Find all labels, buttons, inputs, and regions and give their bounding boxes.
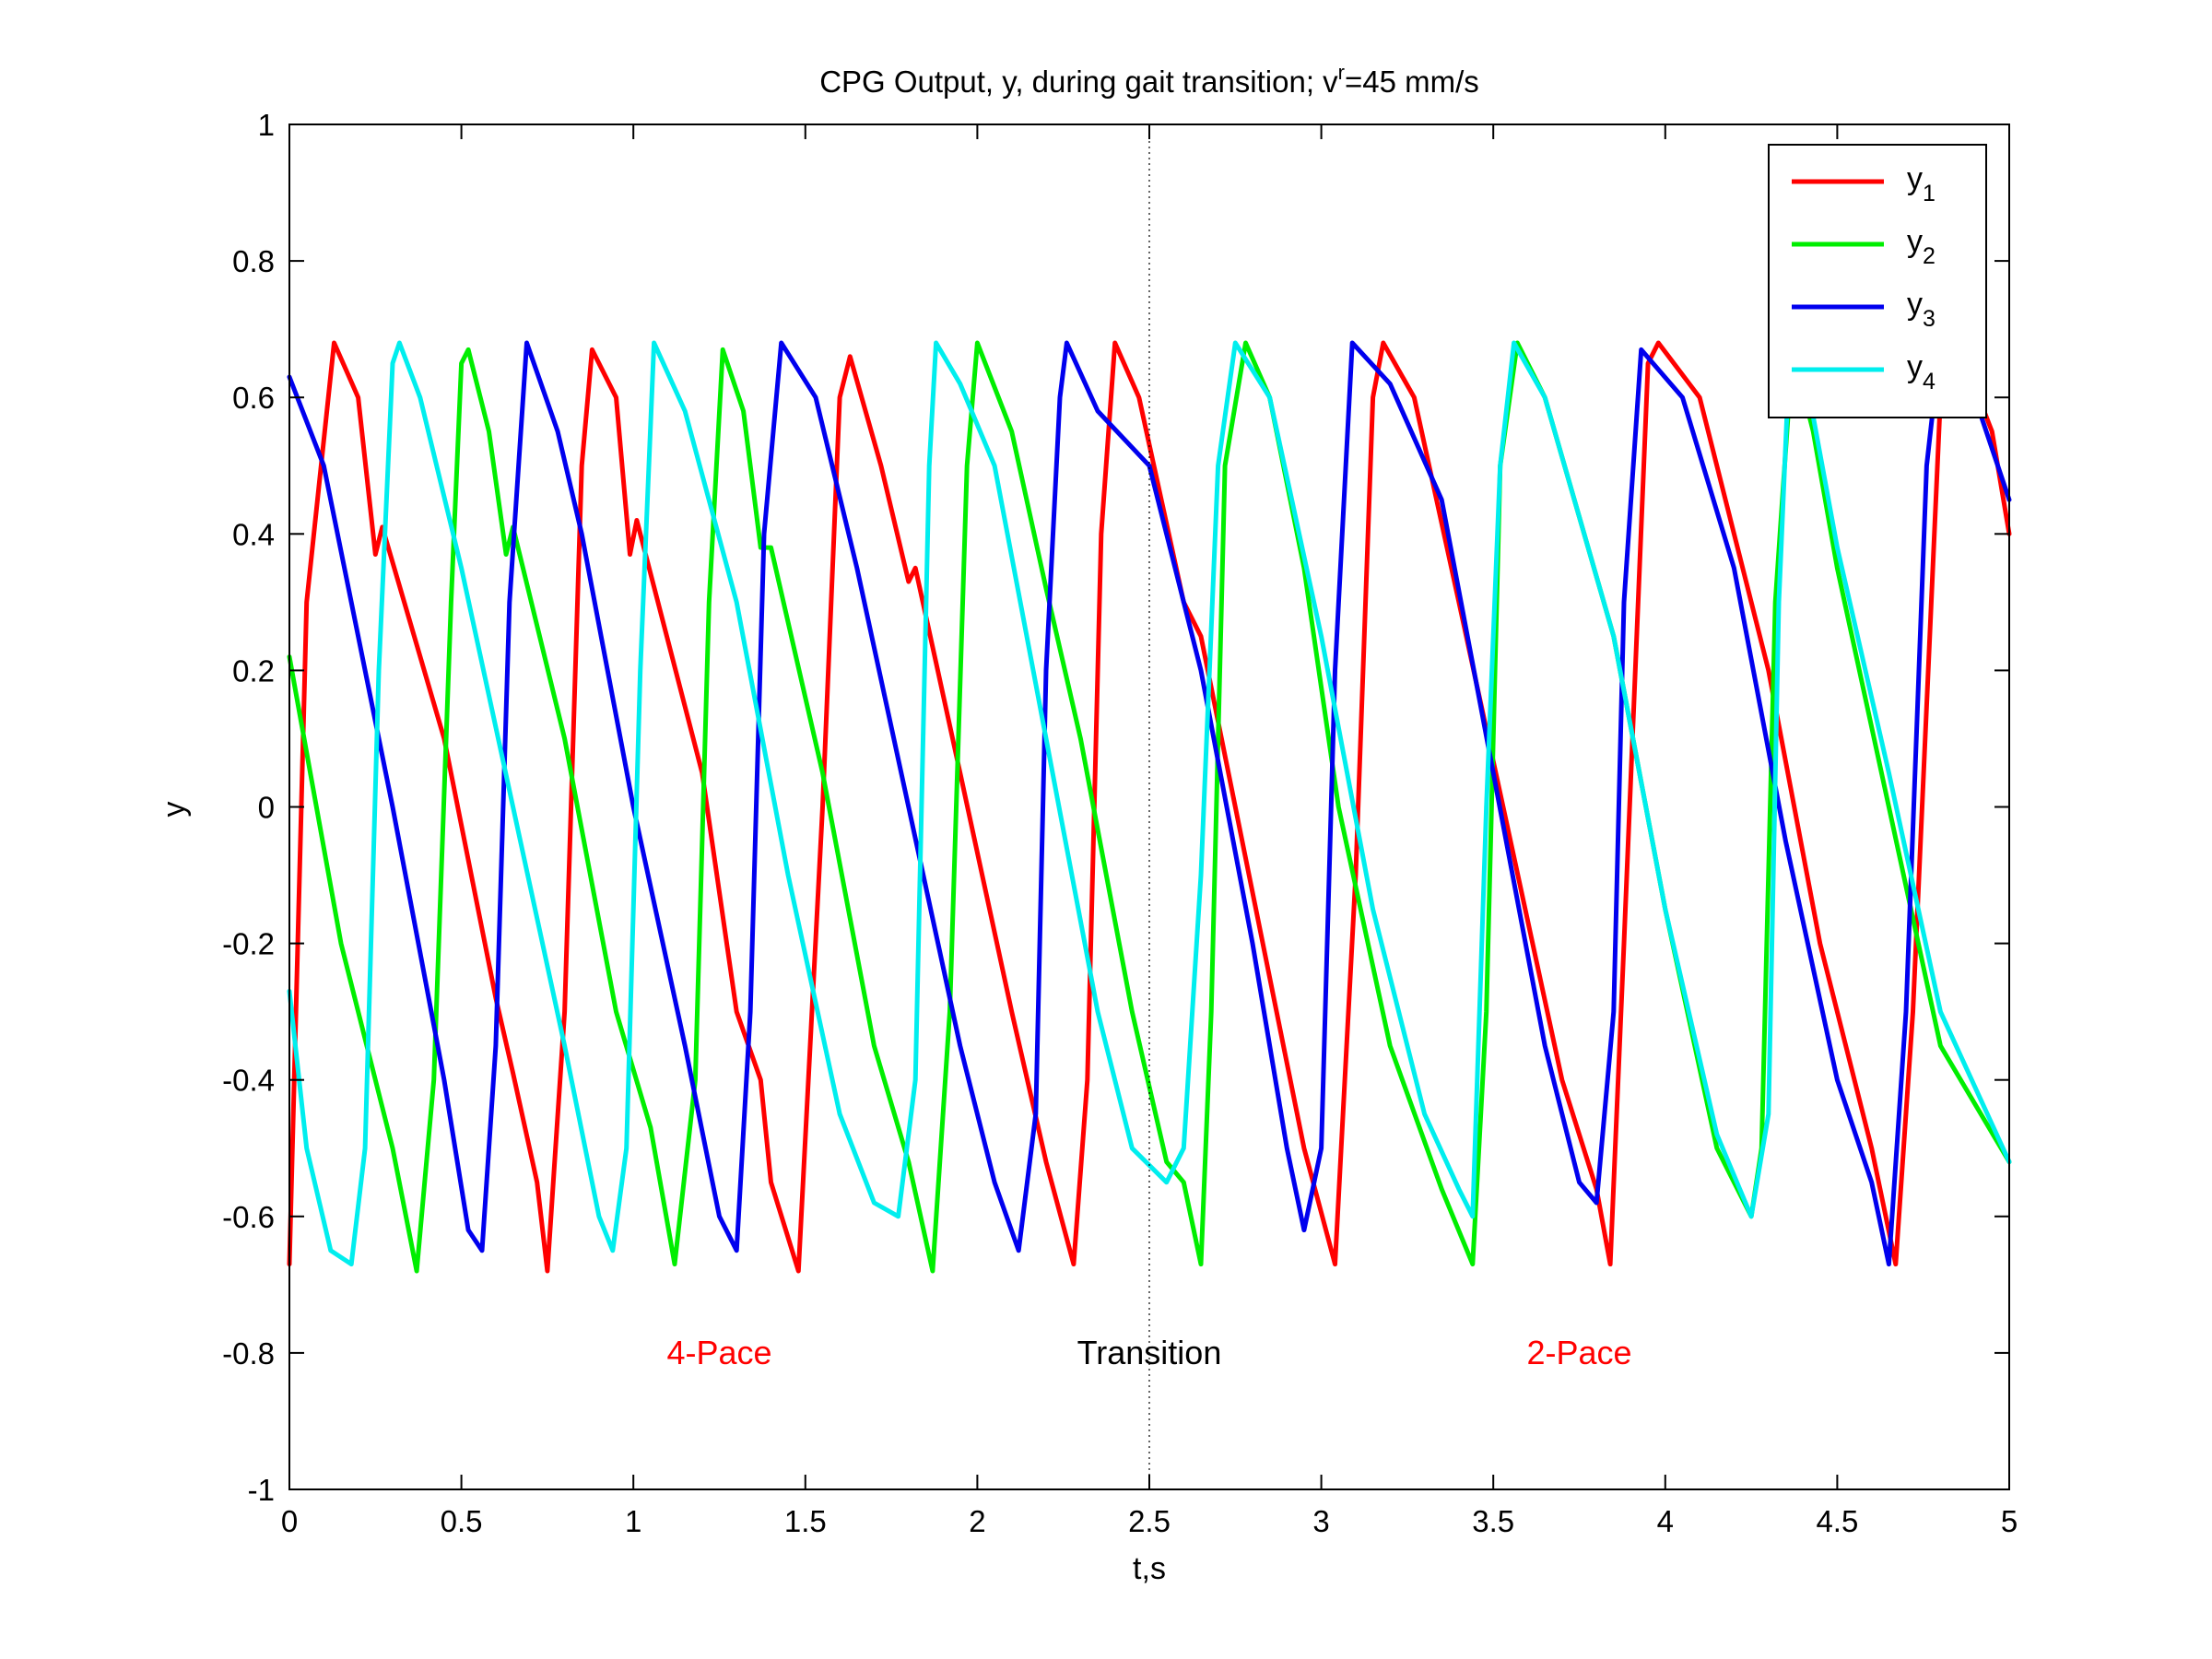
y-tick-label: 0.2 bbox=[232, 653, 275, 688]
x-tick-label: 4.5 bbox=[1816, 1504, 1858, 1538]
y-tick-label: -0.8 bbox=[222, 1336, 275, 1371]
legend-label: y1 bbox=[1907, 161, 1936, 206]
x-tick-label: 4 bbox=[1657, 1504, 1674, 1538]
x-axis-label: t,s bbox=[1133, 1551, 1166, 1586]
annotation-label: Transition bbox=[1077, 1334, 1222, 1371]
x-tick-label: 2 bbox=[969, 1504, 985, 1538]
series-line-y3 bbox=[287, 340, 2012, 1267]
chart-title-main: CPG Output, y, during gait transition; v bbox=[819, 65, 1338, 99]
legend-label: y3 bbox=[1907, 287, 1936, 332]
legend-label: y2 bbox=[1907, 224, 1936, 269]
legend-box bbox=[1768, 144, 1987, 418]
y-tick-label: 0.4 bbox=[232, 517, 275, 551]
x-tick-label: 2.5 bbox=[1128, 1504, 1171, 1538]
series-line-y4 bbox=[287, 340, 2012, 1267]
annotation-label: 4-Pace bbox=[666, 1334, 771, 1371]
series-layer bbox=[287, 340, 2012, 1274]
x-tick-label: 3.5 bbox=[1472, 1504, 1514, 1538]
legend-label: y4 bbox=[1907, 349, 1936, 394]
y-tick-label: -0.4 bbox=[222, 1064, 275, 1098]
x-tick-label: 1.5 bbox=[784, 1504, 827, 1538]
y-tick-label: -1 bbox=[248, 1473, 275, 1507]
chart-title: CPG Output, y, during gait transition; v… bbox=[819, 61, 1479, 99]
y-tick-label: 0.6 bbox=[232, 381, 275, 415]
y-tick-label: -0.6 bbox=[222, 1200, 275, 1234]
annotations: 4-Pace Transition 2-Pace bbox=[666, 1334, 1631, 1371]
y-tick-label: -0.2 bbox=[222, 927, 275, 961]
x-tick-label: 1 bbox=[625, 1504, 641, 1538]
x-tick-label: 0 bbox=[281, 1504, 298, 1538]
x-tick-label: 3 bbox=[1312, 1504, 1329, 1538]
x-tick-label: 0.5 bbox=[441, 1504, 483, 1538]
annotation-label: 2-Pace bbox=[1526, 1334, 1631, 1371]
series-line-y1 bbox=[287, 340, 2012, 1274]
y-tick-label: 0 bbox=[258, 791, 275, 825]
y-tick-label: 0.8 bbox=[232, 244, 275, 278]
chart-title-tail: =45 mm/s bbox=[1345, 65, 1479, 99]
chart-title-sup: r bbox=[1338, 61, 1345, 84]
axis-ticks: 0 0.5 1 1.5 2 2.5 3 3.5 4 4.5 5 -1 -0.8 -0.6 -0.4 -0.2 0… bbox=[222, 108, 2018, 1538]
y-tick-label: 1 bbox=[258, 108, 275, 142]
legend: y1 y2 y3 y4 bbox=[1768, 144, 1987, 418]
y-axis-label: y bbox=[157, 802, 192, 818]
x-tick-label: 5 bbox=[2001, 1504, 2018, 1538]
